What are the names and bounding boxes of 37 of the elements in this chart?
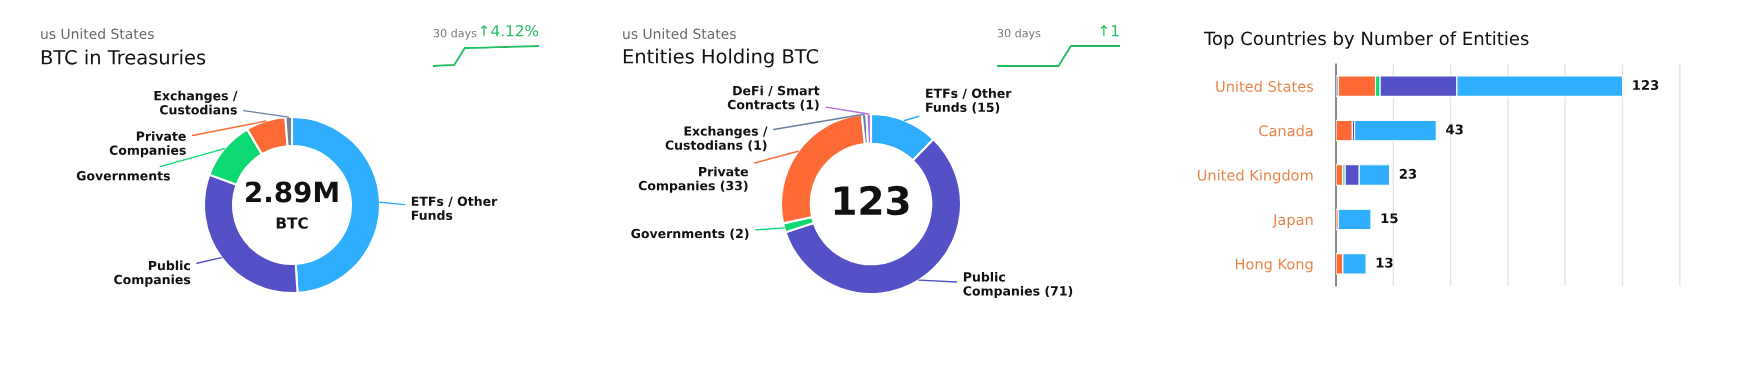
slice-label: Public Companies bbox=[114, 260, 191, 287]
slice-label: Private Companies bbox=[109, 131, 186, 158]
annotation: 43 bbox=[1446, 124, 1463, 135]
text: ↑4.12% bbox=[480, 24, 539, 37]
annotation: 15 bbox=[1381, 213, 1398, 224]
y-tick-label: Canada bbox=[1259, 125, 1313, 137]
text: 30 days bbox=[997, 28, 1041, 40]
chart-title: BTC in Treasuries bbox=[41, 49, 206, 65]
annotation: 123 bbox=[1633, 80, 1659, 91]
chart-title: Top Countries by Number of Entities bbox=[1203, 31, 1529, 49]
y-tick-label: Hong Kong bbox=[1235, 258, 1313, 273]
text: ↑1 bbox=[1100, 25, 1119, 37]
slice-label: DeFi / Smart Contracts (1) bbox=[727, 85, 820, 111]
slice-label: Exchanges / Custodians bbox=[154, 90, 238, 115]
y-tick-label: Japan bbox=[1272, 214, 1313, 228]
slice-label: Exchanges / Custodians (1) bbox=[665, 126, 768, 152]
y-tick-label: United States bbox=[1216, 80, 1314, 92]
chart-title: Entities Holding BTC bbox=[623, 48, 819, 68]
text: 2.89M bbox=[246, 181, 338, 203]
slice-label: Public Companies (71) bbox=[963, 271, 1073, 299]
text: 30 days bbox=[433, 28, 477, 40]
slice-label: ETFs / Other Funds (15) bbox=[926, 88, 1012, 114]
slice-label: Governments bbox=[76, 171, 170, 181]
bar bbox=[1336, 119, 1353, 142]
text: BTC bbox=[276, 217, 308, 229]
y-tick-label: United Kingdom bbox=[1197, 169, 1313, 184]
slice-label: Governments (2) bbox=[631, 228, 749, 240]
slice-label: ETFs / Other Funds bbox=[411, 196, 498, 221]
slice-label: Private Companies (33) bbox=[638, 166, 748, 193]
bar bbox=[1337, 208, 1372, 231]
bar bbox=[1354, 119, 1437, 142]
annotation: 13 bbox=[1376, 257, 1393, 268]
bar bbox=[1337, 75, 1377, 97]
text: us United States bbox=[41, 28, 154, 40]
text: us United States bbox=[623, 28, 736, 40]
text: 123 bbox=[834, 185, 909, 216]
annotation: 23 bbox=[1399, 168, 1417, 179]
